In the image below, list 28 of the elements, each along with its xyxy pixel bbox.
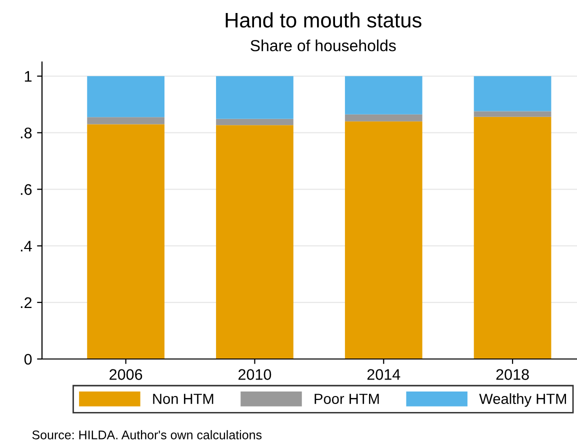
source-note: Source: HILDA. Author's own calculations <box>32 430 262 440</box>
bar <box>344 121 422 359</box>
y-tick-label: .6 <box>20 184 32 195</box>
bar <box>344 76 422 114</box>
bar <box>344 114 422 122</box>
bar <box>87 124 164 359</box>
chart-subtitle: Share of households <box>250 40 396 52</box>
legend-label: Wealthy HTM <box>479 393 566 407</box>
bar <box>216 118 294 126</box>
bar <box>216 76 294 119</box>
x-tick-label: 2018 <box>496 369 529 380</box>
x-tick-label: 2010 <box>238 369 272 380</box>
bar <box>216 125 294 359</box>
bar <box>474 116 552 359</box>
x-tick-label: 2006 <box>110 369 142 380</box>
chart-title: Hand to mouth status <box>226 12 422 28</box>
y-tick-label: .4 <box>20 240 32 252</box>
legend-label: Poor HTM <box>314 394 379 404</box>
y-tick-label: 0 <box>24 354 32 365</box>
bar <box>474 111 552 117</box>
y-tick-label: .2 <box>20 297 32 308</box>
bar <box>87 76 164 118</box>
bar <box>87 117 164 124</box>
y-tick-label: 1 <box>24 71 32 82</box>
y-tick-label: .8 <box>20 128 32 138</box>
legend-label: Non HTM <box>153 394 214 404</box>
x-tick-label: 2014 <box>367 369 400 380</box>
bar <box>474 76 552 112</box>
